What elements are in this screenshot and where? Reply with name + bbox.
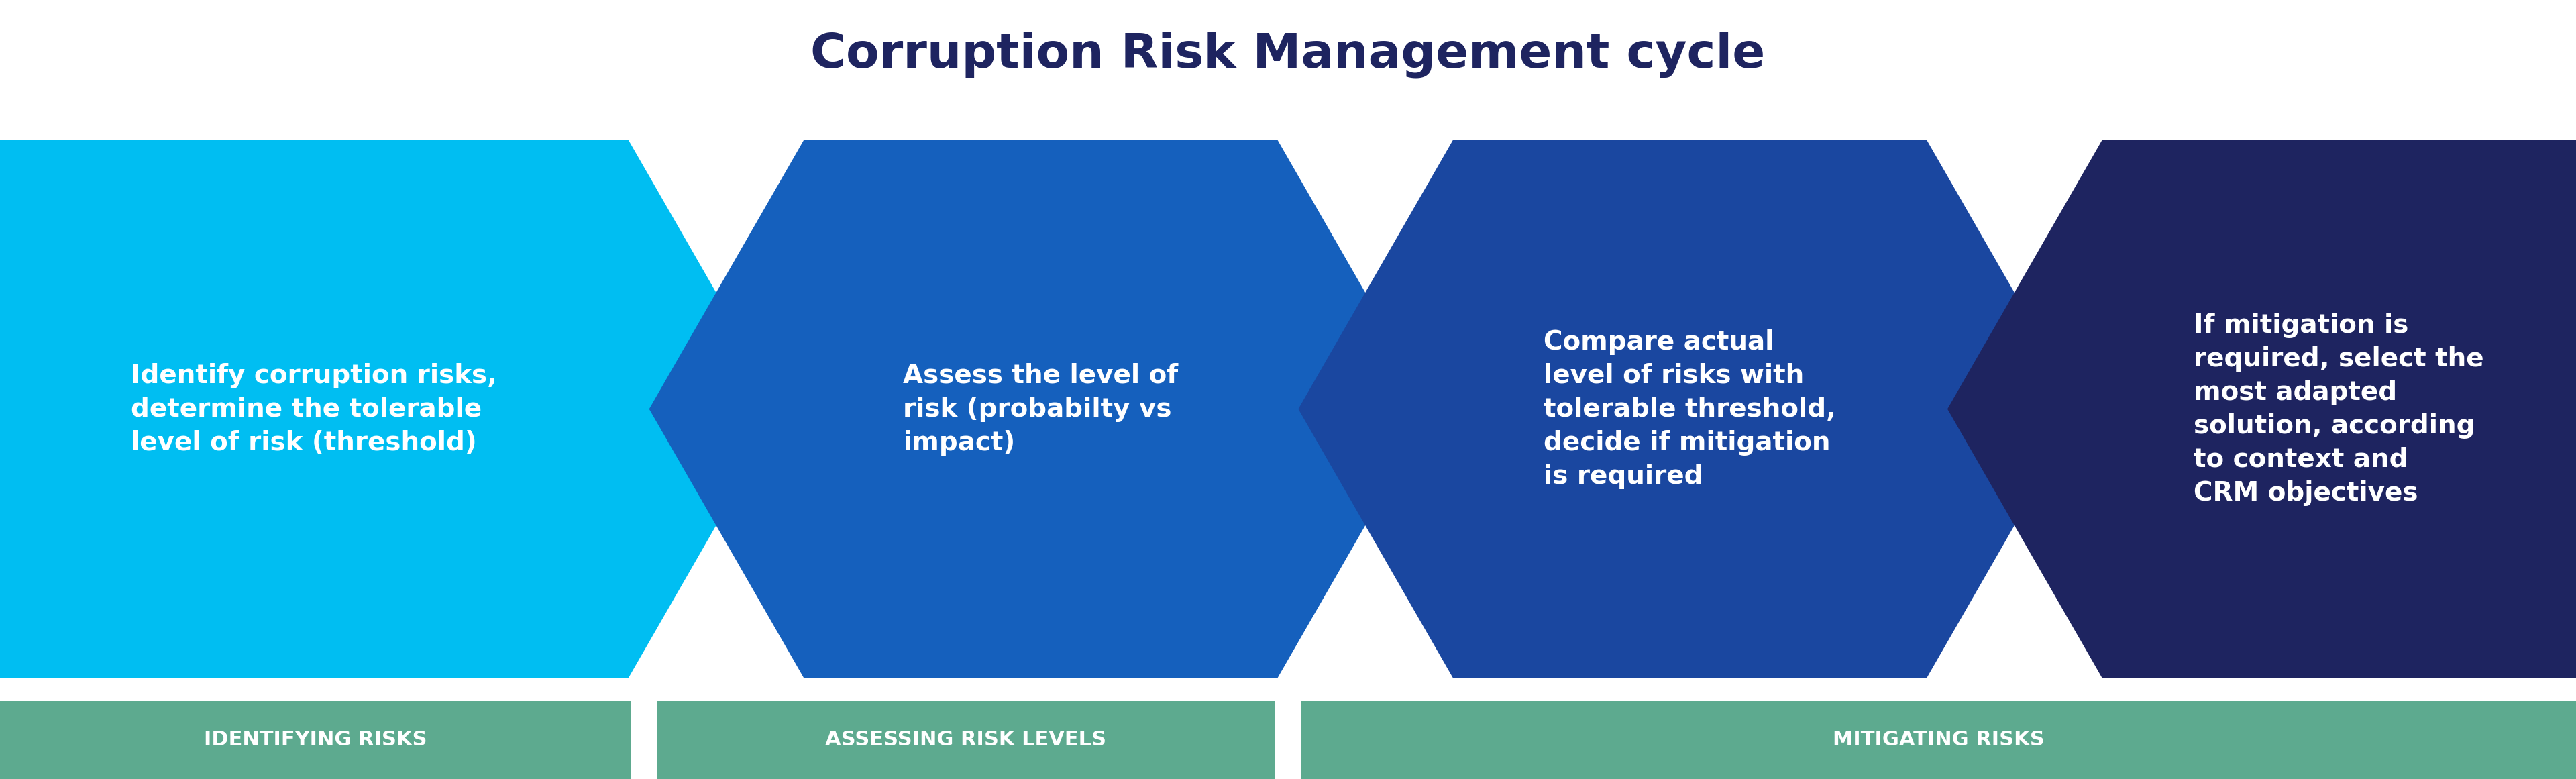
Polygon shape (1298, 140, 2081, 678)
FancyBboxPatch shape (657, 701, 1275, 779)
Polygon shape (1947, 140, 2576, 678)
FancyBboxPatch shape (0, 701, 631, 779)
Polygon shape (0, 140, 783, 678)
FancyBboxPatch shape (1301, 701, 2576, 779)
Text: Compare actual
level of risks with
tolerable threshold,
decide if mitigation
is : Compare actual level of risks with toler… (1543, 330, 1837, 488)
Text: ASSESSING RISK LEVELS: ASSESSING RISK LEVELS (824, 731, 1108, 749)
Text: Assess the level of
risk (probabilty vs
impact): Assess the level of risk (probabilty vs … (904, 363, 1177, 455)
Text: IDENTIFYING RISKS: IDENTIFYING RISKS (204, 731, 428, 749)
Text: If mitigation is
required, select the
most adapted
solution, according
to contex: If mitigation is required, select the mo… (2195, 312, 2483, 506)
Polygon shape (649, 140, 1432, 678)
Text: Corruption Risk Management cycle: Corruption Risk Management cycle (811, 31, 1765, 78)
Text: MITIGATING RISKS: MITIGATING RISKS (1832, 731, 2045, 749)
Text: Identify corruption risks,
determine the tolerable
level of risk (threshold): Identify corruption risks, determine the… (131, 363, 497, 455)
